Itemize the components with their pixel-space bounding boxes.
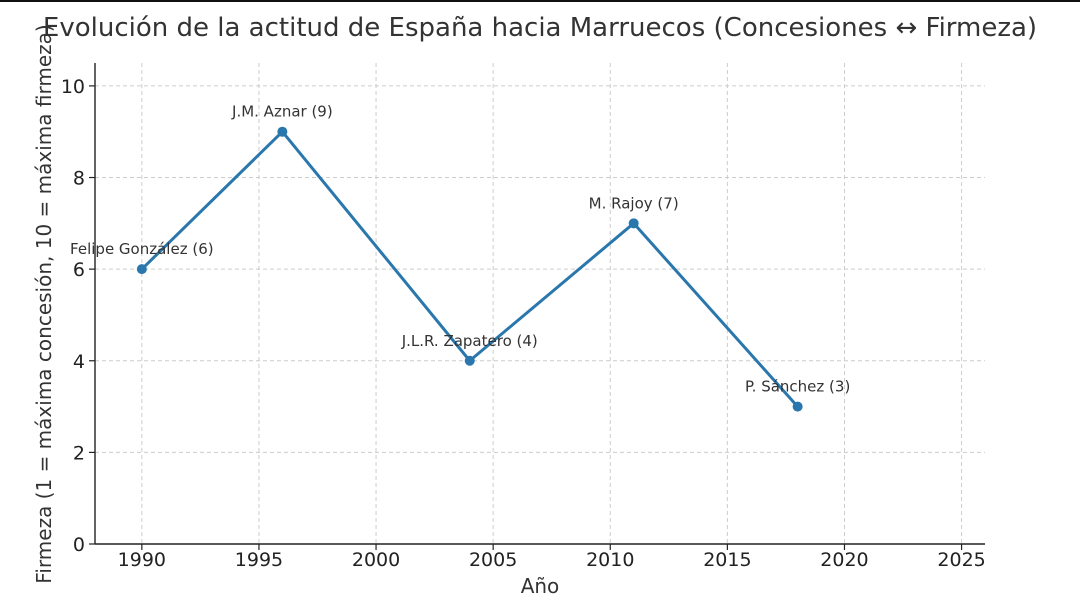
y-tick-label: 8 xyxy=(73,168,85,190)
axis-ticks: 1990 1995 2000 2005 2010 2015 2020 2025 0 2 4 6 8 10 xyxy=(61,76,986,571)
data-label: M. Rajoy (7) xyxy=(589,194,679,212)
chart-title: Evolución de la actitud de España hacia … xyxy=(43,13,1037,43)
y-tick-label: 2 xyxy=(73,442,85,464)
x-tick-label: 2010 xyxy=(586,549,634,571)
x-tick-label: 2020 xyxy=(820,549,868,571)
y-tick-label: 4 xyxy=(73,351,85,373)
data-label: P. Sánchez (3) xyxy=(745,378,850,396)
data-point xyxy=(792,401,803,412)
y-axis-label: Firmeza (1 = máxima concesión, 10 = máxi… xyxy=(32,24,56,583)
data-label: J.L.R. Zapatero (4) xyxy=(401,332,538,350)
x-tick-label: 2005 xyxy=(469,549,517,571)
top-border xyxy=(0,0,1080,2)
data-point xyxy=(628,218,639,229)
data-label: Felipe González (6) xyxy=(70,240,214,258)
data-points xyxy=(136,126,803,412)
data-point xyxy=(277,126,288,137)
data-labels: Felipe González (6) J.M. Aznar (9) J.L.R. … xyxy=(70,103,850,396)
x-tick-label: 2015 xyxy=(703,549,751,571)
data-point xyxy=(464,355,475,366)
x-tick-label: 1995 xyxy=(235,549,283,571)
x-axis-label: Año xyxy=(521,574,560,598)
y-tick-label: 0 xyxy=(73,534,85,556)
x-tick-label: 1990 xyxy=(118,549,166,571)
x-tick-label: 2000 xyxy=(352,549,400,571)
y-tick-label: 10 xyxy=(61,76,85,98)
y-tick-label: 6 xyxy=(73,259,85,281)
data-point xyxy=(136,264,147,275)
data-label: J.M. Aznar (9) xyxy=(231,103,333,121)
x-tick-label: 2025 xyxy=(937,549,985,571)
